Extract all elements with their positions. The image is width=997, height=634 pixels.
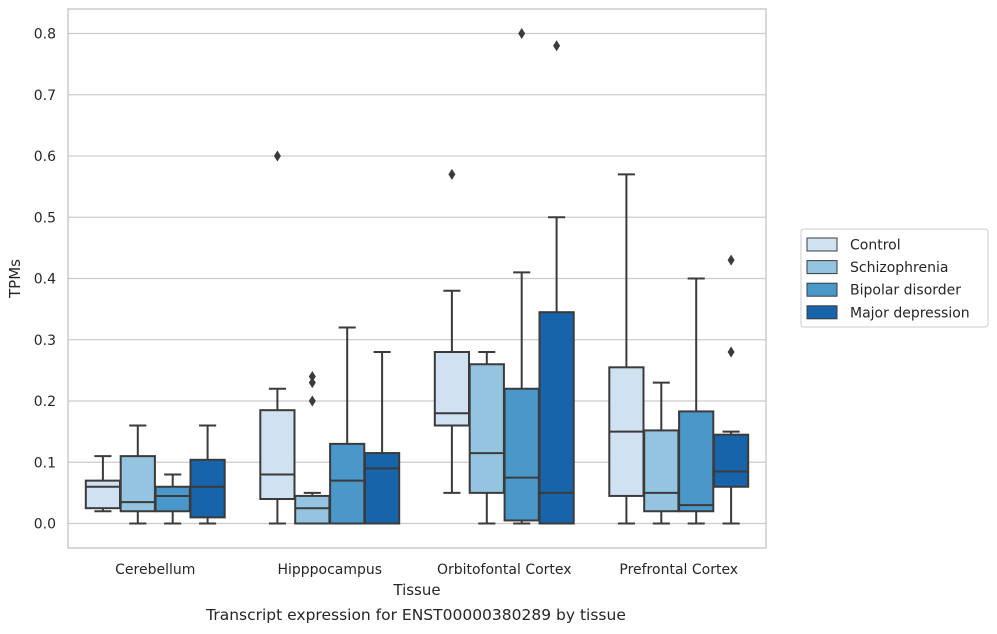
- box-body: [294, 494, 331, 525]
- box-orbitofontal-cortex-control: [433, 168, 471, 494]
- x-tick-labels: Cerebellum Hipppocampus Orbitofontal Corte…: [115, 562, 738, 578]
- box-hipppocampus-major-depression: [363, 351, 401, 525]
- box-body: [503, 387, 540, 522]
- x-tick-label: Orbitofontal Cortex: [437, 562, 572, 578]
- y-tick-label: 0.2: [34, 394, 56, 410]
- box-hipppocampus-control: [259, 150, 296, 525]
- box-prefrontal-cortex-major-depression: [712, 254, 750, 525]
- y-tick-label: 0.3: [34, 333, 56, 349]
- outlier-point: [518, 28, 526, 39]
- box-body: [643, 429, 680, 513]
- y-tick-label: 0.4: [34, 272, 56, 288]
- outlier-point: [308, 395, 316, 407]
- outlier-point: [448, 168, 456, 180]
- box-hipppocampus-bipolar-disorder: [329, 326, 366, 525]
- x-axis-label: Tissue: [392, 581, 440, 599]
- box-body: [189, 458, 226, 519]
- box-body: [712, 433, 750, 488]
- y-tick-label: 0.5: [34, 210, 56, 226]
- legend-label: Control: [850, 238, 901, 254]
- y-tick-label: 0.6: [34, 149, 56, 165]
- outlier-point: [553, 40, 561, 52]
- legend: Control Schizophrenia Bipolar disorder Majo…: [800, 228, 989, 328]
- outlier-point: [727, 346, 735, 358]
- box-cerebellum-control: [84, 455, 122, 513]
- box-prefrontal-cortex-control: [608, 173, 645, 525]
- outlier-point: [308, 371, 316, 382]
- grid-lines: [68, 32, 766, 525]
- legend-label: Schizophrenia: [850, 260, 948, 276]
- box-cerebellum-bipolar-disorder: [154, 473, 191, 525]
- box-body: [154, 485, 191, 513]
- y-tick-label: 0.1: [34, 455, 56, 471]
- box-hipppocampus-schizophrenia: [294, 371, 331, 525]
- box-body: [468, 363, 505, 494]
- box-body: [259, 409, 296, 500]
- box-body: [84, 479, 122, 510]
- box-orbitofontal-cortex-bipolar-disorder: [503, 28, 540, 525]
- legend-frame: [800, 228, 989, 328]
- box-cerebellum-schizophrenia: [119, 424, 156, 525]
- outlier-point: [273, 150, 281, 162]
- outlier-point: [727, 254, 735, 266]
- figure-caption: Transcript expression for ENST0000038028…: [206, 606, 626, 624]
- plot-area-frame: [67, 8, 767, 549]
- box-body: [678, 410, 715, 513]
- y-tick-label: 0.7: [34, 88, 56, 104]
- x-tick-label: Hipppocampus: [277, 562, 382, 578]
- y-tick-label: 0.0: [34, 517, 56, 533]
- box-orbitofontal-cortex-major-depression: [538, 40, 575, 525]
- y-tick-labels: 0.0 0.1 0.2 0.3 0.4 0.5 0.6 0.7 0.8: [34, 27, 56, 533]
- legend-swatch: [806, 237, 838, 252]
- box-body: [538, 311, 575, 525]
- x-tick-label: Cerebellum: [115, 562, 195, 578]
- y-tick-label: 0.8: [34, 27, 56, 43]
- box-body: [329, 442, 366, 525]
- box-prefrontal-cortex-bipolar-disorder: [678, 277, 715, 525]
- legend-swatch: [806, 260, 838, 275]
- box-cerebellum-major-depression: [189, 424, 226, 525]
- outlier-point: [308, 377, 316, 389]
- box-orbitofontal-cortex-schizophrenia: [468, 351, 505, 525]
- y-axis-label: TPMs: [6, 259, 24, 299]
- legend-swatch: [806, 305, 838, 320]
- legend-label: Bipolar disorder: [850, 283, 961, 299]
- box-groups: [84, 28, 750, 525]
- legend-label: Major depression: [850, 305, 970, 321]
- legend-swatch: [806, 282, 838, 297]
- box-prefrontal-cortex-schizophrenia: [643, 381, 680, 525]
- box-body: [363, 452, 401, 525]
- x-tick-label: Prefrontal Cortex: [619, 562, 738, 578]
- box-body: [433, 351, 471, 427]
